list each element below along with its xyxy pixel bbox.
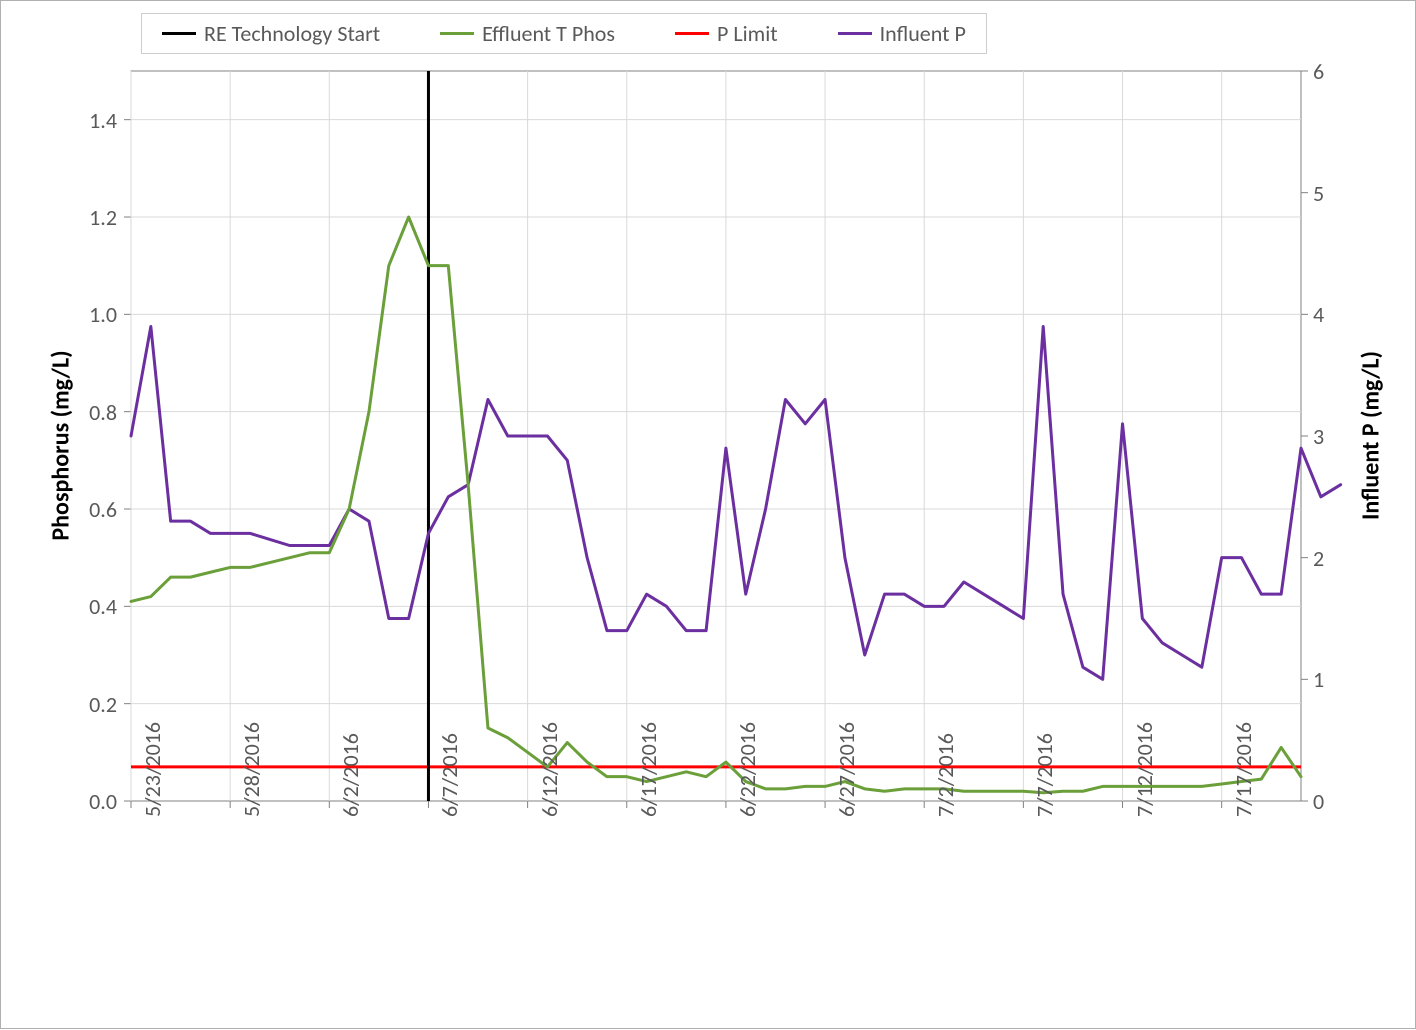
right-tick-label: 4 — [1313, 301, 1324, 328]
x-tick-label: 6/17/2016 — [635, 722, 662, 817]
x-tick-label: 6/7/2016 — [436, 733, 463, 817]
phosphorus-chart: RE Technology Start Effluent T Phos P Limi… — [0, 0, 1416, 1029]
legend-label: P Limit — [717, 20, 778, 47]
x-tick-label: 5/23/2016 — [139, 722, 166, 817]
legend-item: Influent P — [838, 20, 966, 47]
right-tick-label: 6 — [1313, 58, 1324, 85]
left-tick-label: 0.8 — [89, 399, 117, 426]
legend-swatch — [162, 32, 196, 35]
legend-label: Effluent T Phos — [482, 20, 615, 47]
right-tick-label: 3 — [1313, 423, 1324, 450]
left-tick-label: 0.4 — [89, 593, 117, 620]
effluent-t-phos-line — [131, 217, 1301, 793]
left-tick-label: 1.0 — [89, 301, 117, 328]
right-tick-label: 5 — [1313, 180, 1324, 207]
left-tick-label: 0.0 — [89, 788, 117, 815]
legend-swatch — [838, 32, 872, 35]
legend-swatch — [675, 32, 709, 35]
legend-label: RE Technology Start — [204, 20, 380, 47]
x-tick-label: 6/2/2016 — [337, 733, 364, 817]
left-tick-label: 1.4 — [89, 107, 117, 134]
legend: RE Technology Start Effluent T Phos P Limi… — [141, 13, 987, 54]
influent-p-line — [131, 327, 1341, 680]
x-tick-label: 6/12/2016 — [536, 722, 563, 817]
x-tick-label: 7/17/2016 — [1230, 722, 1257, 817]
left-tick-label: 1.2 — [89, 204, 117, 231]
x-tick-label: 5/28/2016 — [238, 722, 265, 817]
x-tick-label: 7/2/2016 — [932, 733, 959, 817]
right-axis-label: Influent P (mg/L) — [1357, 326, 1386, 546]
legend-swatch — [440, 32, 474, 35]
x-tick-label: 6/22/2016 — [734, 722, 761, 817]
right-tick-label: 2 — [1313, 545, 1324, 572]
right-tick-label: 0 — [1313, 788, 1324, 815]
legend-item: Effluent T Phos — [440, 20, 615, 47]
plot-area — [1, 1, 1416, 1030]
legend-item: P Limit — [675, 20, 778, 47]
x-tick-label: 7/12/2016 — [1131, 722, 1158, 817]
x-tick-label: 7/7/2016 — [1031, 733, 1058, 817]
left-tick-label: 0.6 — [89, 496, 117, 523]
left-tick-label: 0.2 — [89, 691, 117, 718]
right-tick-label: 1 — [1313, 666, 1324, 693]
x-tick-label: 6/27/2016 — [833, 722, 860, 817]
legend-label: Influent P — [880, 20, 966, 47]
left-axis-label: Phosphorus (mg/L) — [47, 326, 76, 566]
legend-item: RE Technology Start — [162, 20, 380, 47]
